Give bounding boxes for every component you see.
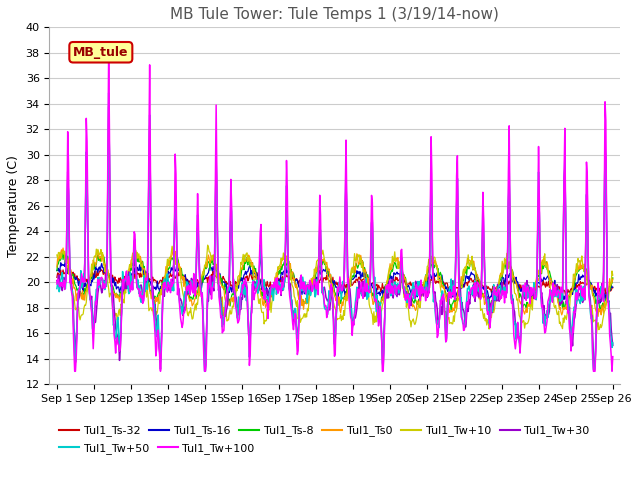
Text: MB_tule: MB_tule xyxy=(73,46,129,59)
Legend: Tul1_Tw+50, Tul1_Tw+100: Tul1_Tw+50, Tul1_Tw+100 xyxy=(55,439,259,459)
Y-axis label: Temperature (C): Temperature (C) xyxy=(7,155,20,257)
Title: MB Tule Tower: Tule Temps 1 (3/19/14-now): MB Tule Tower: Tule Temps 1 (3/19/14-now… xyxy=(170,7,499,22)
